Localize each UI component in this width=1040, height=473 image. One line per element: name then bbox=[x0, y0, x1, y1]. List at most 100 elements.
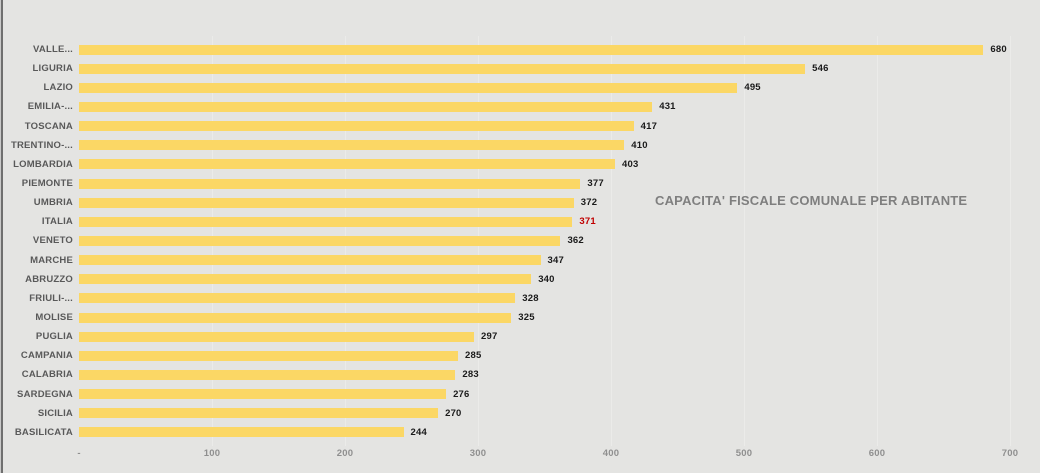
category-label: PIEMONTE bbox=[21, 178, 73, 190]
bar bbox=[79, 331, 474, 342]
value-label: 270 bbox=[445, 407, 462, 419]
bar bbox=[79, 408, 439, 419]
category-row: MARCHE bbox=[0, 251, 73, 270]
value-label: 372 bbox=[580, 197, 598, 209]
category-row: ABRUZZO bbox=[0, 270, 73, 289]
value-label: 546 bbox=[812, 63, 829, 75]
category-row: TOSCANA bbox=[0, 117, 73, 136]
bar bbox=[79, 216, 573, 227]
bar-row: 377 bbox=[79, 174, 1040, 193]
gridline-700 bbox=[1010, 36, 1011, 446]
category-row: TRENTINO-... bbox=[0, 136, 73, 155]
category-label: LOMBARDIA bbox=[13, 158, 73, 170]
category-label: CAMPANIA bbox=[20, 350, 73, 362]
category-label: FRIULI-... bbox=[29, 292, 73, 304]
category-row: CAMPANIA bbox=[0, 346, 73, 365]
category-label: MOLISE bbox=[35, 312, 73, 324]
bar-row: 495 bbox=[79, 78, 1040, 97]
category-label: TOSCANA bbox=[24, 120, 73, 132]
x-tick-label: 100 bbox=[203, 448, 221, 459]
value-label: 377 bbox=[587, 178, 604, 190]
category-label: LAZIO bbox=[43, 82, 73, 94]
category-axis: VALLE... LIGURIA LAZIO EMILIA-... TOSCANA TRE… bbox=[0, 40, 73, 442]
bar-row: 297 bbox=[79, 327, 1040, 346]
value-label: 325 bbox=[518, 312, 535, 324]
category-label: UMBRIA bbox=[33, 197, 73, 209]
category-row: LOMBARDIA bbox=[0, 155, 73, 174]
category-row: PIEMONTE bbox=[0, 174, 73, 193]
x-tick-label: 600 bbox=[868, 448, 886, 459]
bar bbox=[79, 197, 574, 208]
category-row: VALLE... bbox=[0, 40, 73, 59]
bar-row: 283 bbox=[79, 365, 1040, 384]
bar-rows: 680 546 495 431 417 410 403 377 372 371 362 347 340 3… bbox=[79, 40, 1040, 442]
category-row: CALABRIA bbox=[0, 365, 73, 384]
category-label: PUGLIA bbox=[35, 331, 73, 343]
category-row: EMILIA-... bbox=[0, 97, 73, 116]
value-label: 431 bbox=[659, 101, 676, 113]
bar-row: 328 bbox=[79, 289, 1040, 308]
bar-row: 270 bbox=[79, 404, 1040, 423]
category-label: ITALIA bbox=[41, 216, 73, 228]
category-row: BASILICATA bbox=[0, 423, 73, 442]
x-tick-label: - bbox=[77, 448, 81, 459]
category-row: PUGLIA bbox=[0, 327, 73, 346]
bar bbox=[79, 255, 541, 266]
bar-row: 285 bbox=[79, 346, 1040, 365]
bar-row: 431 bbox=[79, 97, 1040, 116]
bar bbox=[79, 427, 404, 438]
x-tick-label: 200 bbox=[336, 448, 354, 459]
bar-row: 680 bbox=[79, 40, 1040, 59]
category-label: LIGURIA bbox=[32, 63, 73, 75]
value-label: 328 bbox=[522, 292, 539, 304]
x-tick-label: 300 bbox=[469, 448, 487, 459]
bar bbox=[79, 293, 516, 304]
chart-title: CAPACITA' FISCALE COMUNALE PER ABITANTE bbox=[655, 193, 968, 208]
value-label: 244 bbox=[410, 426, 427, 438]
x-tick-label: 400 bbox=[602, 448, 620, 459]
value-label: 371 bbox=[579, 216, 596, 228]
bar-row: 403 bbox=[79, 155, 1040, 174]
category-label: EMILIA-... bbox=[27, 101, 73, 113]
gridline-600 bbox=[877, 36, 878, 446]
bar bbox=[79, 44, 984, 55]
bar bbox=[79, 63, 806, 74]
value-label: 417 bbox=[640, 120, 658, 132]
bar-row: 417 bbox=[79, 117, 1040, 136]
bar bbox=[79, 350, 459, 361]
value-label: 410 bbox=[631, 139, 648, 151]
value-label: 285 bbox=[465, 350, 482, 362]
value-label: 347 bbox=[547, 254, 564, 266]
category-label: ABRUZZO bbox=[25, 273, 73, 285]
bar bbox=[79, 82, 738, 93]
category-row: SARDEGNA bbox=[0, 385, 73, 404]
bar bbox=[79, 140, 625, 151]
category-row: MOLISE bbox=[0, 308, 73, 327]
category-row: UMBRIA bbox=[0, 193, 73, 212]
x-tick-label: 500 bbox=[735, 448, 753, 459]
bar bbox=[79, 369, 456, 380]
category-label: CALABRIA bbox=[21, 369, 73, 381]
gridline-400 bbox=[611, 36, 612, 446]
bar bbox=[79, 312, 512, 323]
value-label: 340 bbox=[538, 273, 555, 285]
value-label: 276 bbox=[453, 388, 470, 400]
category-row: FRIULI-... bbox=[0, 289, 73, 308]
bar-row: 340 bbox=[79, 270, 1040, 289]
category-row: LAZIO bbox=[0, 78, 73, 97]
category-row: ITALIA bbox=[0, 212, 73, 231]
value-label: 680 bbox=[990, 44, 1007, 56]
category-row: SICILIA bbox=[0, 404, 73, 423]
value-label: 362 bbox=[567, 235, 584, 247]
bar-row: 546 bbox=[79, 59, 1040, 78]
value-label: 283 bbox=[462, 369, 479, 381]
category-label: VALLE... bbox=[33, 44, 73, 56]
bar bbox=[79, 235, 561, 246]
bar-row: 325 bbox=[79, 308, 1040, 327]
bar-row: 244 bbox=[79, 423, 1040, 442]
window-left-edge bbox=[1, 0, 3, 473]
value-axis: - 100 200 300 400 500 600 700 bbox=[0, 448, 1040, 464]
bar-row: 362 bbox=[79, 231, 1040, 250]
window-left-edge-highlight bbox=[0, 0, 1, 473]
